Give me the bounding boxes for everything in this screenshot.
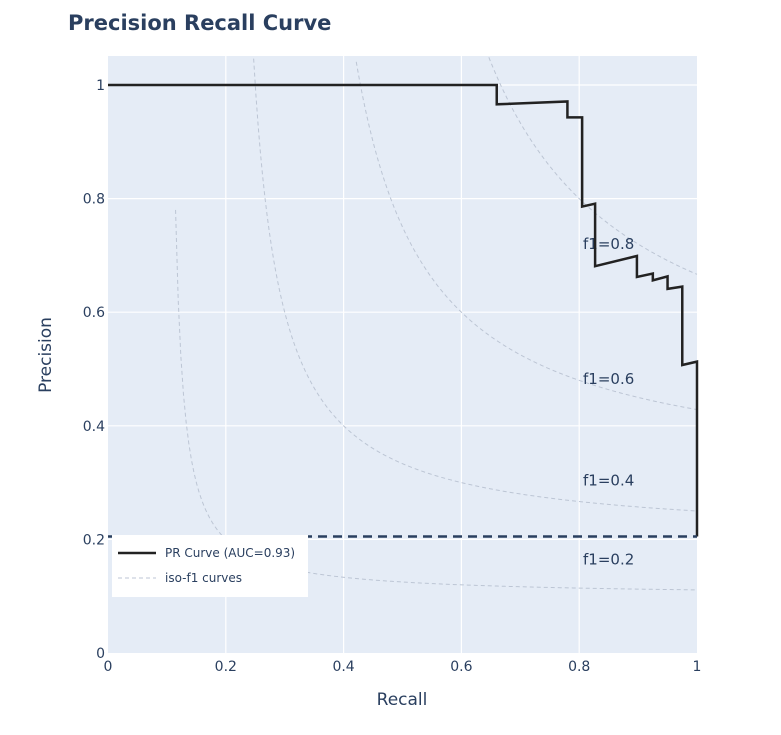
iso-f1-label: f1=0.6 bbox=[583, 370, 634, 388]
legend-label: iso-f1 curves bbox=[165, 571, 242, 585]
iso-f1-curve bbox=[253, 58, 698, 512]
chart-title: Precision Recall Curve bbox=[68, 11, 331, 35]
iso-f1-curve bbox=[488, 57, 698, 275]
y-tick-label: 0.4 bbox=[83, 419, 105, 435]
pr-curve-line bbox=[108, 83, 699, 537]
x-tick-label: 0.2 bbox=[215, 659, 237, 675]
y-tick-label: 1 bbox=[96, 78, 105, 94]
y-tick-label: 0.6 bbox=[83, 305, 105, 321]
iso-f1-curve bbox=[355, 61, 698, 411]
x-tick-label: 0 bbox=[104, 659, 113, 675]
legend-box bbox=[112, 535, 308, 597]
iso-f1-label: f1=0.2 bbox=[583, 550, 634, 568]
x-tick-label: 1 bbox=[693, 659, 702, 675]
x-tick-label: 0.8 bbox=[568, 659, 590, 675]
x-tick-labels: 0 0.2 0.4 0.6 0.8 1 bbox=[104, 659, 702, 675]
y-tick-label: 0 bbox=[96, 646, 105, 662]
iso-f1-label: f1=0.8 bbox=[583, 235, 634, 253]
legend: PR Curve (AUC=0.93) iso-f1 curves bbox=[112, 535, 308, 597]
y-axis-label: Precision bbox=[36, 317, 56, 393]
legend-label: PR Curve (AUC=0.93) bbox=[165, 546, 295, 560]
y-tick-label: 0.2 bbox=[83, 532, 105, 548]
x-axis-label: Recall bbox=[377, 690, 428, 710]
y-tick-label: 0.8 bbox=[83, 192, 105, 208]
x-tick-label: 0.6 bbox=[450, 659, 472, 675]
y-tick-labels: 0 0.2 0.4 0.6 0.8 1 bbox=[83, 78, 105, 662]
x-tick-label: 0.4 bbox=[332, 659, 354, 675]
iso-f1-label: f1=0.4 bbox=[583, 471, 634, 489]
